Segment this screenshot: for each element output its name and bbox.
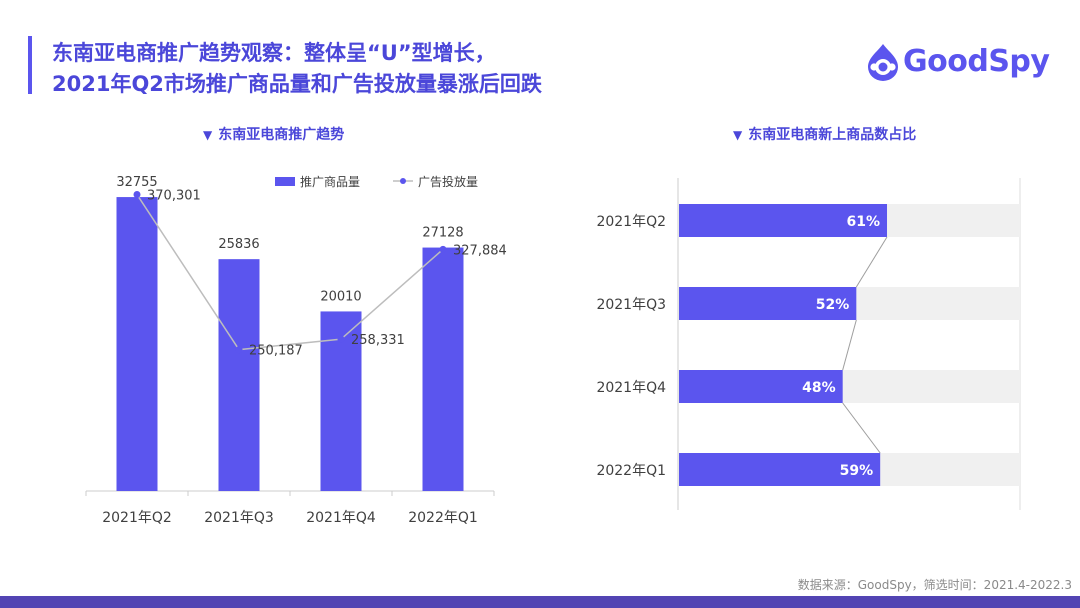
x-tick-label: 2021年Q4	[306, 510, 376, 526]
y-tick-label: 2021年Q4	[596, 380, 666, 396]
bar-connector-line	[842, 402, 881, 454]
line-value-label: 250,187	[249, 344, 303, 359]
line-point	[337, 335, 345, 343]
legend-swatch-bars	[275, 177, 295, 186]
goodspy-logo: GoodSpy	[865, 42, 1050, 86]
bar-connector-line	[855, 236, 888, 288]
y-tick-label: 2021年Q3	[596, 297, 666, 313]
line-point	[133, 191, 141, 199]
legend-line-marker	[400, 178, 406, 184]
share-value-label: 61%	[846, 214, 880, 230]
share-bar	[679, 370, 843, 403]
page-title: 东南亚电商推广趋势观察：整体呈“U”型增长， 2021年Q2市场推广商品量和广告…	[52, 38, 542, 100]
triangle-down-icon: ▼	[733, 128, 743, 142]
x-tick-label: 2021年Q3	[204, 510, 274, 526]
legend-label-bars: 推广商品量	[300, 174, 360, 189]
bar	[422, 247, 464, 491]
y-tick-label: 2021年Q2	[596, 214, 666, 230]
goodspy-logo-icon	[868, 44, 898, 81]
line-value-label: 370,301	[147, 189, 201, 204]
bar-value-label: 20010	[320, 289, 361, 304]
promotion-trend-chart: 推广商品量 广告投放量 32755 2021年Q2 25836 2021年Q3 20010 2…	[85, 174, 507, 526]
page-title-line1: 东南亚电商推广趋势观察：整体呈“U”型增长，	[52, 41, 496, 65]
share-bar	[679, 287, 857, 320]
legend-label-line: 广告投放量	[418, 174, 478, 189]
bar-value-label: 27128	[422, 226, 463, 241]
share-bar	[679, 204, 888, 237]
triangle-down-icon: ▼	[203, 128, 213, 142]
footer-band	[0, 596, 1080, 608]
data-source-note: 数据来源：GoodSpy，筛选时间：2021.4-2022.3	[797, 578, 1072, 592]
line-value-label: 258,331	[351, 333, 405, 348]
line-point	[439, 245, 447, 253]
share-bar	[679, 453, 881, 486]
share-value-label: 52%	[816, 297, 850, 313]
line-point	[235, 346, 243, 354]
new-product-share-chart: 61% 2021年Q2 52% 2021年Q3 48% 2021年Q4 59% 2022年Q1	[596, 178, 1021, 510]
chart2-title: ▼ 东南亚电商新上商品数占比	[733, 124, 916, 144]
bar-value-label: 32755	[116, 175, 157, 190]
page-title-line2: 2021年Q2市场推广商品量和广告投放量暴涨后回跌	[52, 72, 542, 96]
title-accent-bar	[28, 36, 32, 94]
x-tick-label: 2022年Q1	[408, 510, 478, 526]
ad-volume-line	[136, 194, 444, 351]
y-tick-label: 2022年Q1	[596, 463, 666, 479]
share-value-label: 48%	[802, 380, 836, 396]
logo-text: GoodSpy	[903, 44, 1050, 79]
bar-value-label: 25836	[218, 237, 259, 252]
x-tick-label: 2021年Q2	[102, 510, 172, 526]
chart1-title-text: 东南亚电商推广趋势	[218, 127, 345, 143]
chart2-title-text: 东南亚电商新上商品数占比	[748, 127, 917, 143]
bar	[116, 197, 158, 492]
line-value-label: 327,884	[453, 243, 507, 258]
bar	[218, 259, 260, 491]
chart1-title: ▼ 东南亚电商推广趋势	[203, 124, 344, 144]
bar-connector-line	[842, 319, 857, 371]
share-value-label: 59%	[840, 463, 874, 479]
